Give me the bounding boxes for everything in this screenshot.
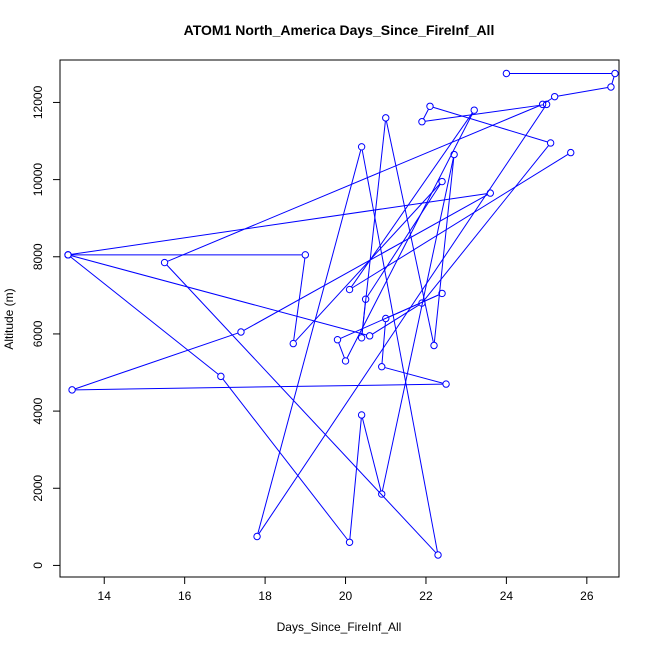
data-point [301,251,310,259]
x-tick-label: 20 [339,589,353,603]
data-point [450,150,458,159]
series-line-segment [433,157,455,343]
series-line-segment [74,332,239,390]
data-point [470,106,478,114]
series-layer [64,69,619,559]
series-line-segment [257,149,362,534]
series-line-segment [372,304,420,335]
data-point [382,114,390,122]
data-point [418,299,426,307]
series-line-segment [422,108,429,120]
series-line-segment [167,105,540,262]
series-line-segment [222,378,348,541]
y-axis-label: Altitude (m) [2,288,16,349]
y-tick-label: 0 [31,562,45,569]
data-point [567,148,575,157]
data-point [361,295,370,303]
data-point [434,551,442,559]
series-line-segment [384,367,444,384]
series-line-segment [70,256,219,375]
x-tick-label: 26 [580,589,594,603]
series-line-segment [75,383,443,391]
data-point [611,69,619,78]
series-line-segment [361,302,366,335]
data-point [607,83,615,91]
data-point [217,372,225,381]
data-point [438,177,446,186]
x-tick-label: 24 [500,589,514,603]
x-tick-label: 18 [258,589,272,603]
series-line-segment [352,153,569,289]
data-point [237,328,245,336]
y-tick-label: 4000 [31,397,45,424]
y-axis: 0 2000 4000 6000 8000 10000 12000 [31,85,60,569]
data-point [486,189,495,197]
x-tick-label: 22 [419,589,433,603]
data-point [160,258,169,267]
series-line-segment [350,112,473,288]
series-line-segment [611,76,615,85]
data-point [542,100,551,109]
series-line-segment [243,194,488,331]
data-point [550,92,559,101]
plot-frame [59,59,620,578]
data-point [442,380,450,388]
data-point [333,336,342,344]
series-line-segment [338,342,345,359]
series-line-segment [71,193,488,255]
x-tick-label: 14 [98,589,112,603]
series-line-segment [361,120,386,335]
x-tick-label: 16 [178,589,192,603]
series-line-segment [340,294,440,339]
data-point [345,538,354,546]
data-point [378,363,386,371]
series-line-segment [366,183,441,297]
data-point [382,314,390,323]
x-axis: 14 16 18 20 22 24 26 [98,577,594,603]
series-line-segment [258,106,546,535]
series-line-segment [361,417,382,492]
y-tick-label: 6000 [31,320,45,347]
data-point [345,285,354,294]
series-line-segment [346,112,474,359]
data-point [357,143,366,151]
data-point [289,339,297,348]
series-line-segment [349,418,362,540]
y-tick-label: 8000 [31,243,45,270]
y-tick-label: 2000 [31,475,45,502]
data-point [546,139,555,147]
series-line-segment [432,106,548,143]
chart-title: ATOM1 North_America Days_Since_FireInf_A… [184,22,495,38]
series-line-segment [545,97,553,104]
data-point [418,118,426,126]
data-point [68,386,76,394]
data-point [64,251,72,259]
data-point [253,532,261,541]
series-line-segment [295,183,441,342]
series-line-segment [166,264,437,554]
series-line-segment [425,104,544,122]
series-line-segment [381,157,454,492]
series-line-segment [423,145,550,301]
data-point [378,490,386,498]
data-point [430,341,438,350]
data-point [365,332,374,340]
y-tick-label: 12000 [31,85,45,119]
series-line-segment [557,87,608,97]
series-line-segment [381,321,386,364]
x-axis-label: Days_Since_FireInf_All [277,620,402,634]
data-point [357,334,366,342]
data-point [426,102,434,110]
data-point [341,357,350,365]
data-point [438,289,446,298]
data-point [538,100,547,109]
data-point [357,411,366,419]
y-tick-label: 10000 [31,163,45,197]
series-line-segment [71,255,367,336]
data-point [502,69,511,78]
